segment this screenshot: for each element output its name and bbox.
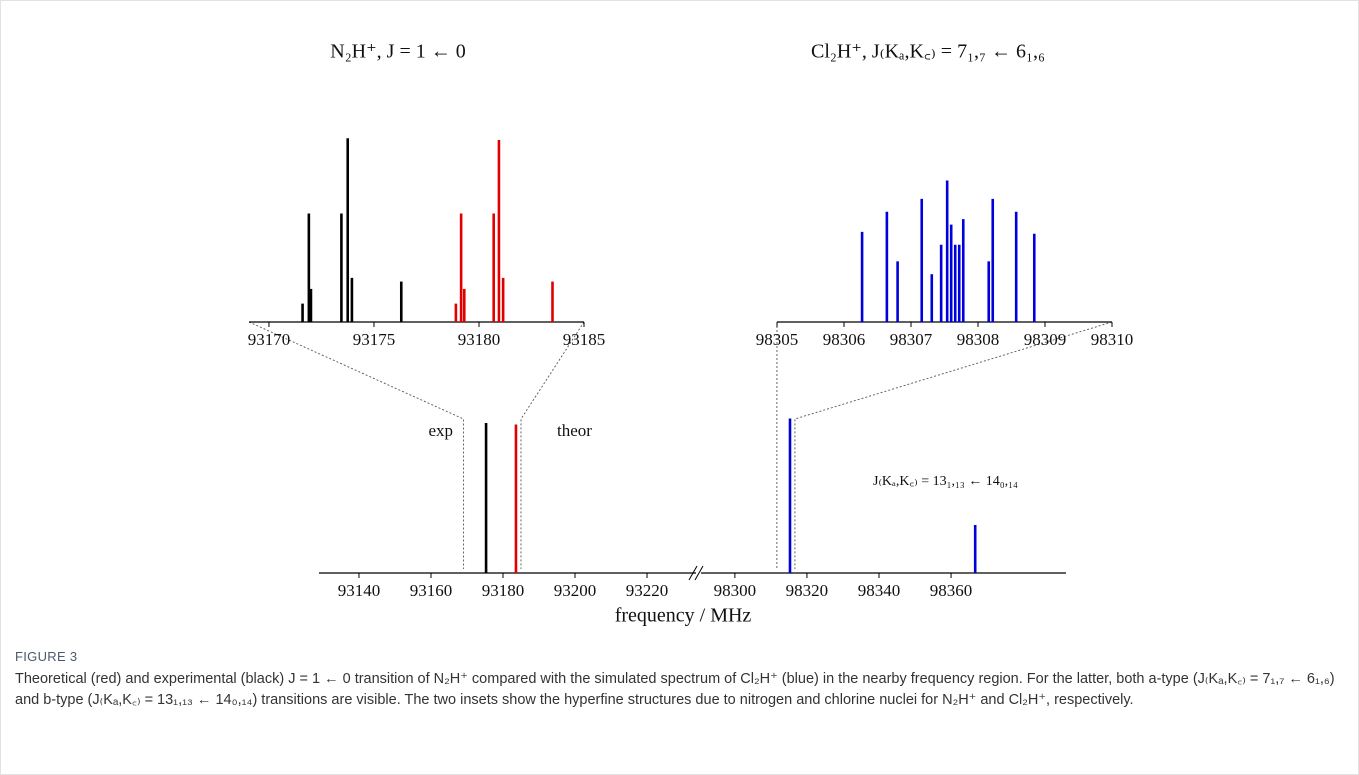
annotation: J₍Kₐ,K꜀₎ = 13₁,₁₃ ← 14₀,₁₄ (873, 474, 1018, 489)
connector (520, 321, 585, 569)
series-label: exp (428, 421, 453, 440)
chart-title: N₂H⁺, J = 1 ← 0 (330, 41, 465, 63)
x-tick-label: 93140 (338, 581, 381, 600)
x-tick-label: 98320 (786, 581, 829, 600)
x-tick-label: 93200 (554, 581, 597, 600)
x-tick-label: 98306 (823, 330, 866, 349)
x-tick-label: 98309 (1024, 330, 1067, 349)
connector (248, 321, 465, 569)
chart: 93140 93160 93180 93200 93220 98300 98320 98340… (248, 41, 1134, 627)
chart-title: Cl₂H⁺, J₍Kₐ,K꜀₎ = 7₁,₇ ← 6₁,₆ (811, 41, 1045, 63)
x-tick-label: 98300 (714, 581, 757, 600)
x-tick-label: 93160 (410, 581, 453, 600)
x-axis-label: frequency / MHz (615, 605, 752, 627)
x-tick-label: 98310 (1091, 330, 1134, 349)
series-label: theor (557, 421, 592, 440)
caption-label: FIGURE 3 (15, 649, 78, 664)
caption-text: Theoretical (red) and experimental (blac… (15, 671, 1335, 708)
x-tick-label: 93180 (482, 581, 525, 600)
connector (794, 321, 1113, 569)
x-tick-label: 93170 (248, 330, 291, 349)
x-tick-label: 93175 (353, 330, 396, 349)
x-tick-label: 98308 (957, 330, 1000, 349)
x-tick-label: 93220 (626, 581, 669, 600)
x-tick-label: 93185 (563, 330, 606, 349)
x-tick-label: 98340 (858, 581, 901, 600)
x-tick-label: 98307 (890, 330, 933, 349)
x-tick-label: 93180 (458, 330, 501, 349)
x-tick-label: 98305 (756, 330, 799, 349)
axis-break (688, 565, 704, 581)
x-tick-label: 98360 (930, 581, 973, 600)
